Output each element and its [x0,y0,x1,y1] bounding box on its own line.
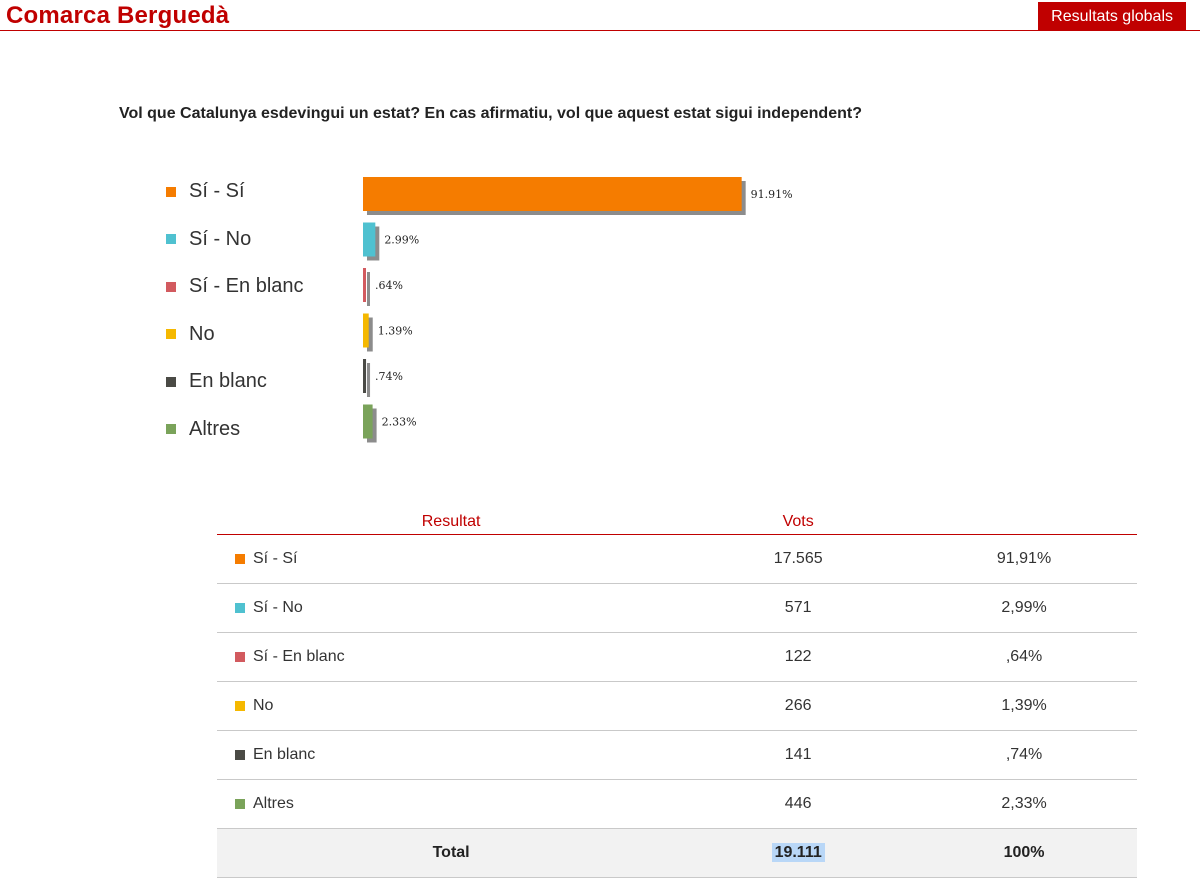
result-label-cell: Sí - En blanc [217,632,686,682]
page-title: Comarca Berguedà [6,2,230,29]
table-row: Altres 446 2,33% [217,779,1137,829]
bar-shadow [367,272,370,306]
votes-cell: 141 [685,730,912,780]
header-vots: Vots [685,510,912,535]
header-resultat: Resultat [217,510,686,535]
legend-label: Sí - Sí [189,180,245,203]
row-swatch [235,603,245,613]
row-label: Sí - No [253,599,303,616]
row-label: Altres [253,795,294,812]
results-table: Resultat Vots Sí - Sí 17.565 91,91% Sí - No… [217,510,1137,878]
bar-value-label: 2.33% [382,416,417,429]
legend-swatch [166,376,176,387]
legend-item: En blanc [166,358,356,406]
legend-swatch [166,329,176,340]
table-row: En blanc 141,74% [217,730,1137,780]
percent-cell: 91,91% [911,534,1137,584]
row-label: Sí - Sí [253,550,298,567]
result-label-cell: No [217,681,686,731]
total-votes: 19.111 [685,828,912,878]
row-swatch [235,652,245,662]
bar-shadow [367,363,371,397]
result-label-cell: Sí - Sí [217,534,686,584]
legend-swatch [166,281,176,292]
total-votes-value: 19.111 [771,843,825,862]
header-bar: Comarca Berguedà Resultats globals [0,0,1200,31]
legend-label: En blanc [189,370,267,393]
table-row: Sí - No 571 2,99% [217,583,1137,633]
bar-shadow [367,317,373,352]
table-row: Sí - Sí 17.565 91,91% [217,534,1137,584]
bar [363,177,742,211]
legend-item: No [166,311,356,359]
row-label: En blanc [253,746,316,763]
votes-cell: 17.565 [685,534,912,584]
bar-value-label: 1.39% [378,325,413,338]
total-percent: 100% [911,828,1137,878]
percent-cell: ,74% [911,730,1137,780]
result-label-cell: Altres [217,779,686,829]
referendum-question: Vol que Catalunya esdevingui un estat? E… [119,105,862,122]
header-percent [911,510,1137,535]
legend-swatch [166,186,176,197]
percent-cell: 2,33% [911,779,1137,829]
row-label: Sí - En blanc [253,648,345,665]
legend-label: Altres [189,417,241,440]
result-label-cell: En blanc [217,730,686,780]
results-bar-chart: 91.91% 2.99% .64% 1.39% .74% 2.33% [363,177,793,443]
bar [363,222,376,257]
bar [363,313,369,348]
legend-label: Sí - No [189,227,252,250]
percent-cell: 2,99% [911,583,1137,633]
percent-cell: ,64% [911,632,1137,682]
votes-cell: 571 [685,583,912,633]
legend-item: Sí - Sí [166,168,356,216]
total-row: Total 19.111 100% [217,828,1137,878]
global-results-button[interactable]: Resultats globals [1038,2,1186,31]
legend-swatch [166,424,176,435]
row-swatch [235,750,245,760]
table-row: Sí - En blanc 122,64% [217,632,1137,682]
total-label: Total [217,828,686,878]
legend-label: No [189,322,215,345]
legend-label: Sí - En blanc [189,275,304,298]
row-label: No [253,697,274,714]
row-swatch [235,701,245,711]
bar [363,268,366,302]
bar [363,359,367,393]
table-row: No 266 1,39% [217,681,1137,731]
bar-value-label: .64% [375,279,403,292]
percent-cell: 1,39% [911,681,1137,731]
bar-value-label: .74% [375,370,403,383]
row-swatch [235,554,245,564]
table-header-row: Resultat Vots [217,510,1137,535]
bar-value-label: 91.91% [751,188,793,201]
legend-item: Sí - En blanc [166,263,356,311]
row-swatch [235,799,245,809]
bar [363,404,373,439]
votes-cell: 446 [685,779,912,829]
votes-cell: 266 [685,681,912,731]
legend-item: Altres [166,406,356,454]
legend-swatch [166,234,176,245]
bar-value-label: 2.99% [384,234,419,247]
result-label-cell: Sí - No [217,583,686,633]
legend-item: Sí - No [166,216,356,264]
chart-legend: Sí - Sí Sí - No Sí - En blanc No En blanc Alt… [166,168,356,453]
votes-cell: 122 [685,632,912,682]
